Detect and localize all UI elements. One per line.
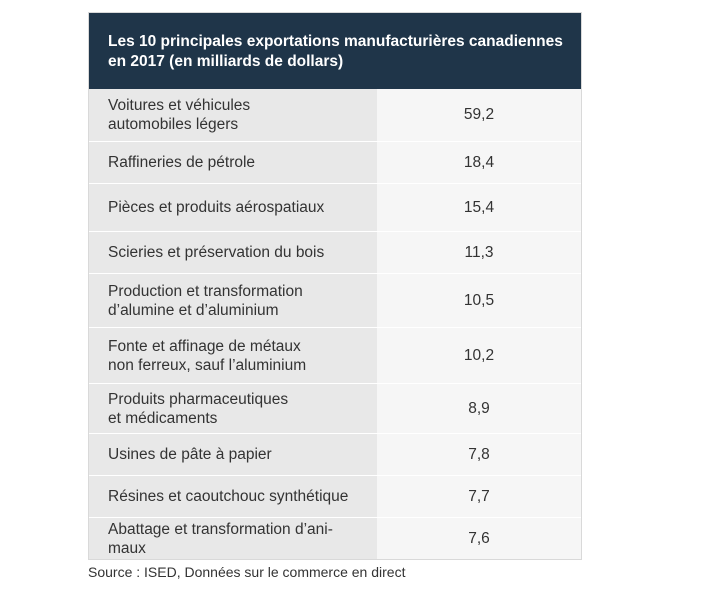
row-value: 15,4 (377, 184, 581, 231)
row-label: Raffineries de pétrole (89, 142, 377, 183)
row-value: 10,2 (377, 328, 581, 383)
table-title: Les 10 principales exportations manufact… (89, 13, 581, 89)
table-row: Résines et caoutchouc synthétique 7,7 (89, 475, 581, 517)
table-row: Production et transformation d’alumine e… (89, 273, 581, 327)
table-body: Voitures et véhicules automobiles légers… (89, 89, 581, 559)
row-label: Produits pharmaceutiques et médicaments (89, 384, 377, 433)
exports-table: Les 10 principales exportations manufact… (88, 12, 582, 560)
source-note: Source : ISED, Données sur le commerce e… (88, 564, 406, 580)
row-value: 7,6 (377, 518, 581, 559)
row-value: 11,3 (377, 232, 581, 273)
table-row: Usines de pâte à papier 7,8 (89, 433, 581, 475)
row-label: Usines de pâte à papier (89, 434, 377, 475)
row-value: 7,7 (377, 476, 581, 517)
table-row: Abattage et transformation d’ani- maux 7,… (89, 517, 581, 559)
row-label: Fonte et affinage de métaux non ferreux,… (89, 328, 377, 383)
row-label: Pièces et produits aérospatiaux (89, 184, 377, 231)
table-row: Scieries et préservation du bois 11,3 (89, 231, 581, 273)
row-value: 7,8 (377, 434, 581, 475)
row-label: Production et transformation d’alumine e… (89, 274, 377, 327)
row-value: 8,9 (377, 384, 581, 433)
row-value: 59,2 (377, 89, 581, 141)
row-label: Abattage et transformation d’ani- maux (89, 518, 377, 559)
table-row: Pièces et produits aérospatiaux 15,4 (89, 183, 581, 231)
row-label: Scieries et préservation du bois (89, 232, 377, 273)
row-label: Résines et caoutchouc synthétique (89, 476, 377, 517)
table-row: Voitures et véhicules automobiles légers… (89, 89, 581, 141)
table-row: Fonte et affinage de métaux non ferreux,… (89, 327, 581, 383)
table-row: Raffineries de pétrole 18,4 (89, 141, 581, 183)
table-row: Produits pharmaceutiques et médicaments 8… (89, 383, 581, 433)
row-label: Voitures et véhicules automobiles légers (89, 89, 377, 141)
row-value: 10,5 (377, 274, 581, 327)
row-value: 18,4 (377, 142, 581, 183)
